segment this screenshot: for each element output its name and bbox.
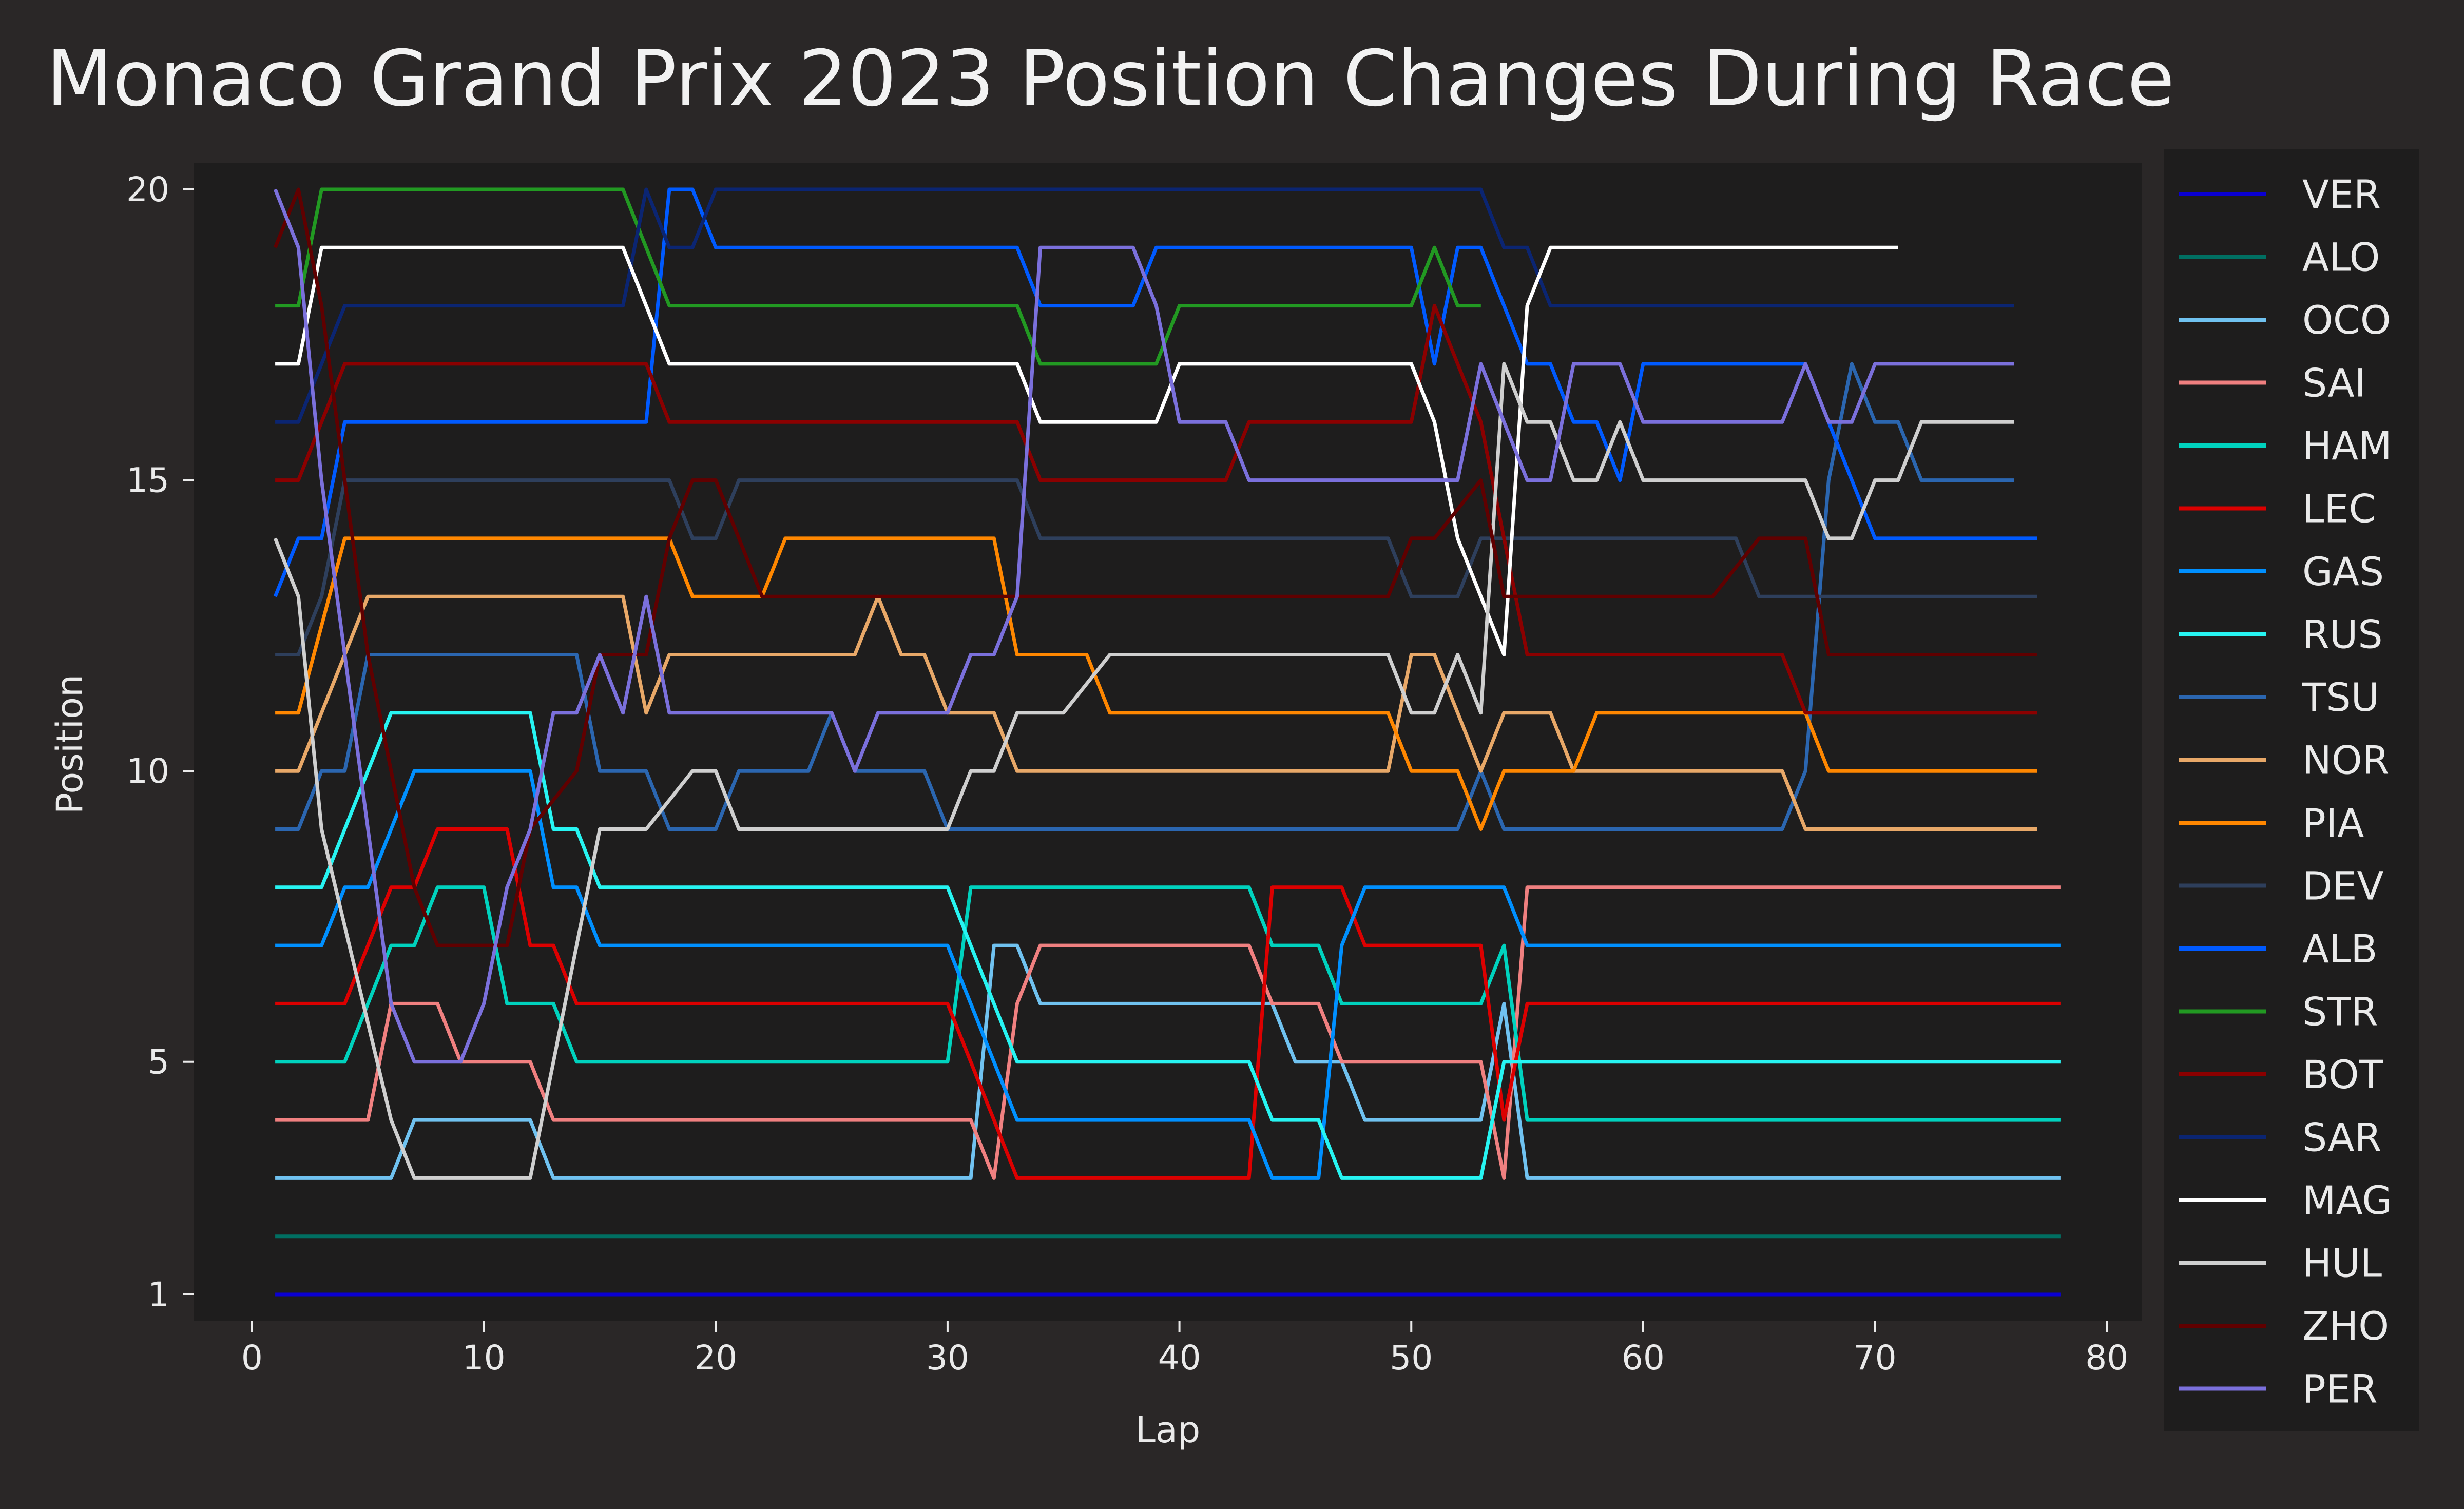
series-line-gas [275, 769, 2061, 1180]
y-tick-label: 5 [148, 1042, 169, 1082]
series-line-mag [275, 245, 1898, 656]
legend: VER ALO OCO SAI HAM LEC GAS RUS TSU NOR PIA DEV ALB S… [2179, 171, 2392, 1412]
x-tick-label: 70 [1854, 1338, 1897, 1378]
chart-title: Monaco Grand Prix 2023 Position Changes … [46, 34, 2174, 124]
legend-label-mag: MAG [2302, 1177, 2392, 1223]
legend-label-rus: RUS [2302, 612, 2383, 657]
legend-label-sar: SAR [2302, 1115, 2381, 1160]
y-tick-label: 1 [148, 1275, 169, 1314]
legend-box [2164, 149, 2419, 1431]
series-line-lec [275, 827, 2061, 1180]
x-tick-label: 20 [694, 1338, 737, 1378]
x-tick-label: 30 [926, 1338, 969, 1378]
x-tick-label: 80 [2085, 1338, 2128, 1378]
series-line-alb [273, 187, 2037, 597]
legend-label-pia: PIA [2302, 800, 2364, 846]
series-line-zho [273, 187, 2037, 947]
legend-label-ver: VER [2302, 171, 2381, 217]
x-tick-label: 60 [1622, 1338, 1665, 1378]
legend-label-lec: LEC [2302, 486, 2376, 532]
legend-label-zho: ZHO [2302, 1303, 2389, 1349]
legend-label-str: STR [2302, 989, 2378, 1035]
legend-label-per: PER [2302, 1366, 2378, 1412]
legend-label-bot: BOT [2302, 1052, 2383, 1097]
y-axis-label: Position [49, 674, 91, 815]
legend-label-dev: DEV [2302, 863, 2384, 909]
series-line-oco [275, 943, 2061, 1180]
legend-label-oco: OCO [2302, 297, 2391, 343]
series-line-sar [275, 187, 2014, 424]
x-tick-label: 0 [241, 1338, 263, 1378]
series-line-nor [275, 594, 2037, 831]
series-line-rus [275, 711, 2061, 1180]
legend-label-gas: GAS [2302, 549, 2384, 594]
x-axis-label: Lap [1135, 1409, 1200, 1451]
legend-label-sai: SAI [2302, 360, 2366, 406]
y-tick-label: 20 [126, 170, 169, 209]
series-line-ham [275, 885, 2061, 1122]
y-tick-label: 10 [126, 751, 169, 791]
legend-label-hul: HUL [2302, 1241, 2382, 1286]
x-tick-label: 40 [1158, 1338, 1201, 1378]
x-tick-label: 50 [1390, 1338, 1433, 1378]
x-tick-label: 10 [463, 1338, 506, 1378]
series-line-dev [275, 478, 2037, 656]
series-line-pia [275, 536, 2037, 831]
series-layer [273, 187, 2061, 1297]
legend-label-ham: HAM [2302, 423, 2392, 469]
series-line-str [275, 187, 1481, 366]
legend-label-nor: NOR [2302, 738, 2389, 783]
legend-label-alb: ALB [2302, 926, 2377, 972]
y-tick-label: 15 [126, 461, 169, 500]
legend-label-alo: ALO [2302, 235, 2380, 280]
series-line-per [273, 188, 2014, 1064]
legend-label-tsu: TSU [2302, 674, 2379, 720]
series-line-hul [273, 362, 2014, 1180]
